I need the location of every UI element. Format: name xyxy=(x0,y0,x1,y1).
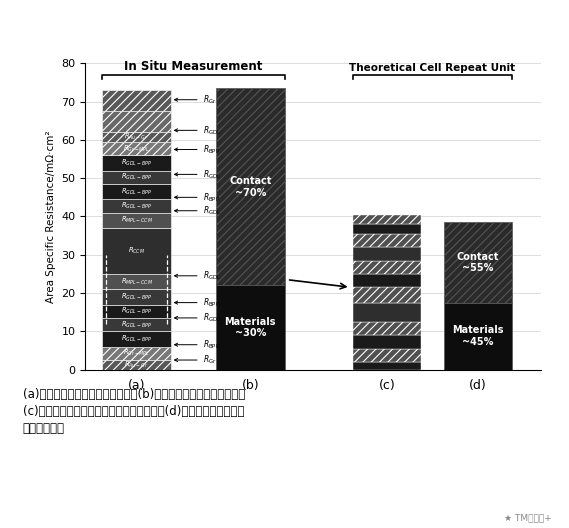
Bar xyxy=(353,224,421,234)
Text: $R_{\rm {BPP}}$: $R_{\rm {BPP}}$ xyxy=(175,191,220,204)
Text: $R_{MPL-CCM}$: $R_{MPL-CCM}$ xyxy=(121,277,152,287)
Bar xyxy=(353,322,421,335)
Text: $R_{\rm {BPP}}$: $R_{\rm {BPP}}$ xyxy=(175,296,220,309)
Text: $R_{\rm {BPP}}$: $R_{\rm {BPP}}$ xyxy=(175,143,220,156)
Text: Contact
~55%: Contact ~55% xyxy=(457,252,499,273)
Bar xyxy=(353,287,421,303)
Bar xyxy=(102,318,171,332)
Bar xyxy=(102,274,171,289)
Bar xyxy=(102,228,171,274)
Text: $R_{GDL-BPP}$: $R_{GDL-BPP}$ xyxy=(121,158,152,168)
Text: Materials
~45%: Materials ~45% xyxy=(452,325,504,347)
Text: $R_{GDL-BPP}$: $R_{GDL-BPP}$ xyxy=(121,306,152,316)
Text: $R_{Au-Gr}$: $R_{Au-Gr}$ xyxy=(125,360,149,370)
Bar xyxy=(444,303,512,370)
Bar xyxy=(102,90,171,111)
Text: $R_{\rm {GDL}}$: $R_{\rm {GDL}}$ xyxy=(175,312,221,324)
Bar xyxy=(102,142,171,155)
Bar xyxy=(353,303,421,322)
Text: $R_{CCM}$: $R_{CCM}$ xyxy=(128,246,145,256)
Bar xyxy=(353,260,421,274)
Text: In Situ Measurement: In Situ Measurement xyxy=(124,60,263,73)
Y-axis label: Area Specific Resistance/mΩ·cm²: Area Specific Resistance/mΩ·cm² xyxy=(46,130,56,303)
Text: $R_{\rm {GDL}}$: $R_{\rm {GDL}}$ xyxy=(175,204,221,217)
Text: Contact
~70%: Contact ~70% xyxy=(229,176,271,197)
Bar xyxy=(353,247,421,260)
Text: $R_{\rm {Gr}}$: $R_{\rm {Gr}}$ xyxy=(175,354,216,366)
Text: $R_{\rm {Gr}}$: $R_{\rm {Gr}}$ xyxy=(175,93,216,106)
Bar xyxy=(102,133,171,142)
Text: $R_{\rm {GDL}}$: $R_{\rm {GDL}}$ xyxy=(175,168,221,181)
Text: $R_{MPL-CCM}$: $R_{MPL-CCM}$ xyxy=(121,215,152,225)
Text: $R_{GDL-BPP}$: $R_{GDL-BPP}$ xyxy=(121,172,152,182)
Bar xyxy=(102,289,171,305)
Text: $R_{Gr-MPL}$: $R_{Gr-MPL}$ xyxy=(123,348,150,359)
Bar xyxy=(353,214,421,224)
Text: Theoretical Cell Repeat Unit: Theoretical Cell Repeat Unit xyxy=(349,63,516,73)
Text: $R_{GDL-BPP}$: $R_{GDL-BPP}$ xyxy=(121,201,152,211)
Text: $R_{\rm {GDL}}$: $R_{\rm {GDL}}$ xyxy=(175,270,221,282)
Bar xyxy=(102,199,171,213)
Text: (a)电堆内不同部位面比电阻测量值(b)电堆内不同类型面比电阻占比
(c)电池单体内不同部位面比电阻理论外推值(d)电池单体内不同类型
面比电阻占比: (a)电堆内不同部位面比电阻测量值(b)电堆内不同类型面比电阻占比 (c)电池单… xyxy=(23,388,245,435)
Bar xyxy=(216,285,284,370)
Bar xyxy=(102,171,171,184)
Bar xyxy=(102,305,171,318)
Text: $R_{Au-Gr}$: $R_{Au-Gr}$ xyxy=(125,132,149,142)
Text: $R_{GDL-BPP}$: $R_{GDL-BPP}$ xyxy=(121,186,152,197)
Bar xyxy=(353,348,421,362)
Bar xyxy=(102,155,171,171)
Text: $R_{GDL-BPP}$: $R_{GDL-BPP}$ xyxy=(121,319,152,329)
Bar xyxy=(353,234,421,247)
Bar xyxy=(102,111,171,133)
Bar xyxy=(102,213,171,228)
Bar xyxy=(216,88,284,285)
Bar xyxy=(353,335,421,348)
Text: $R_{GDL-BPP}$: $R_{GDL-BPP}$ xyxy=(121,292,152,302)
Bar xyxy=(102,360,171,370)
Bar xyxy=(102,346,171,360)
Text: $R_{\rm {GDL}}$: $R_{\rm {GDL}}$ xyxy=(175,124,221,137)
Bar xyxy=(444,222,512,303)
Bar xyxy=(353,362,421,370)
Bar xyxy=(102,332,171,346)
Text: Materials
~30%: Materials ~30% xyxy=(225,317,276,338)
Text: $R_{Gr-MPL}$: $R_{Gr-MPL}$ xyxy=(123,144,150,154)
Text: $R_{\rm {BPP}}$: $R_{\rm {BPP}}$ xyxy=(175,338,220,351)
Bar xyxy=(353,274,421,287)
Text: $R_{GDL-BPP}$: $R_{GDL-BPP}$ xyxy=(121,334,152,344)
Text: ★ TM热管理+: ★ TM热管理+ xyxy=(504,514,552,523)
Bar xyxy=(102,184,171,199)
